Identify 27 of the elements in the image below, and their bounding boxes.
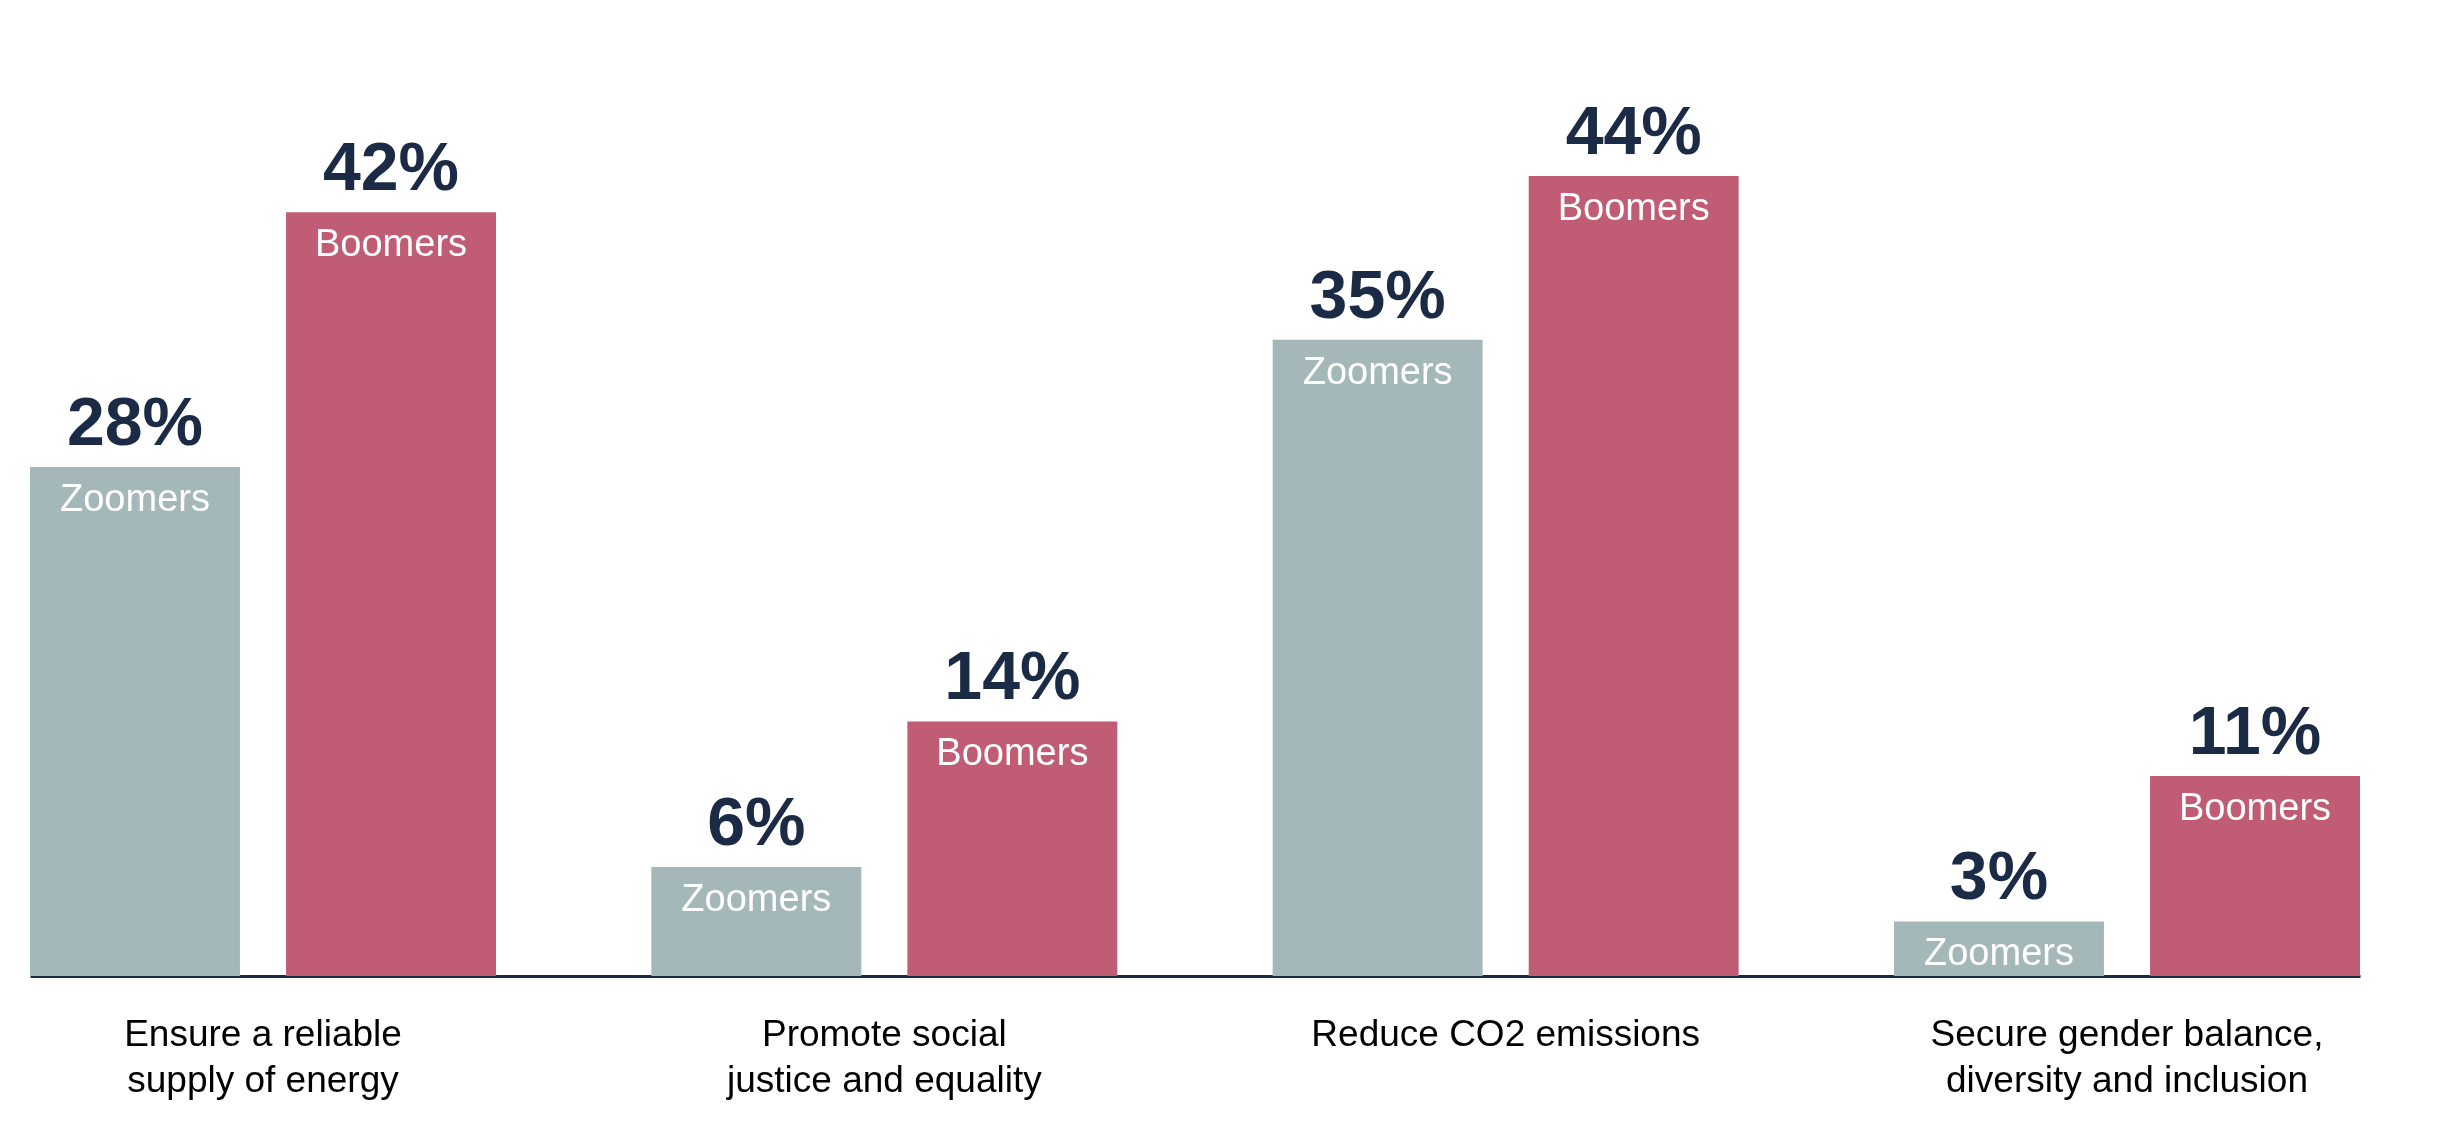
data-label: 3% <box>1949 837 2049 914</box>
x-tick-label: Reduce CO2 emissions <box>1311 1012 1700 1054</box>
text: Zoomers <box>681 876 832 919</box>
data-label: 14% <box>944 637 1081 714</box>
text: Zoomers <box>60 476 210 519</box>
bar <box>1272 339 1483 976</box>
data-label: 11% <box>2188 692 2322 768</box>
text: Boomers <box>2178 786 2332 828</box>
data-label: 44% <box>1565 92 1702 168</box>
bar <box>1528 176 1739 976</box>
bar <box>907 721 1118 976</box>
series-label: Boomers <box>314 222 468 265</box>
data-label: 42% <box>322 128 460 205</box>
text: Boomers <box>936 731 1089 774</box>
data-label: 28% <box>66 382 204 459</box>
x-tick-label: Promote social justice and equality <box>725 1012 1043 1100</box>
bar <box>651 866 862 976</box>
data-label: 35% <box>1309 255 1446 332</box>
text: Zoomers <box>1302 349 1453 392</box>
data-label: 6% <box>707 782 806 859</box>
bar <box>286 212 496 976</box>
bar <box>2150 776 2360 976</box>
x-tick-label: Secure gender balance, diversity and inclusion <box>1930 1012 2324 1100</box>
series-label: Zoomers <box>1924 931 2074 974</box>
x-tick-label: Ensure a reliable supply of energy <box>124 1012 402 1100</box>
bar <box>30 466 240 976</box>
text: Boomers <box>1557 186 1710 228</box>
